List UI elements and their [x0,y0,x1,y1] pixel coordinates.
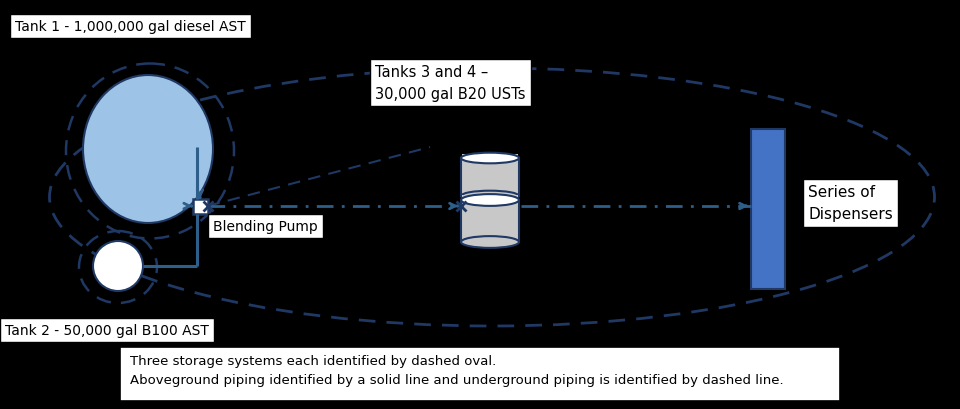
Circle shape [93,241,143,291]
Bar [193,199,207,214]
Bar [461,159,519,196]
Bar [462,196,518,205]
Bar [462,154,518,163]
Bar [120,347,840,401]
Text: Aboveground piping identified by a solid line and underground piping is identifi: Aboveground piping identified by a solid… [130,373,783,386]
Ellipse shape [461,236,519,248]
Text: Tank 1 - 1,000,000 gal diesel AST: Tank 1 - 1,000,000 gal diesel AST [15,20,246,34]
Ellipse shape [461,195,519,207]
Text: Tanks 3 and 4 –
30,000 gal B20 USTs: Tanks 3 and 4 – 30,000 gal B20 USTs [375,65,525,102]
Text: Tank 2 - 50,000 gal B100 AST: Tank 2 - 50,000 gal B100 AST [5,323,209,337]
Bar [751,130,785,289]
Bar [461,200,519,243]
Text: Series of
Dispensers: Series of Dispensers [808,184,893,222]
Text: Blending Pump: Blending Pump [213,220,318,234]
Text: Three storage systems each identified by dashed oval.: Three storage systems each identified by… [130,354,496,367]
Ellipse shape [461,153,519,164]
Ellipse shape [461,191,519,202]
Ellipse shape [83,76,213,223]
